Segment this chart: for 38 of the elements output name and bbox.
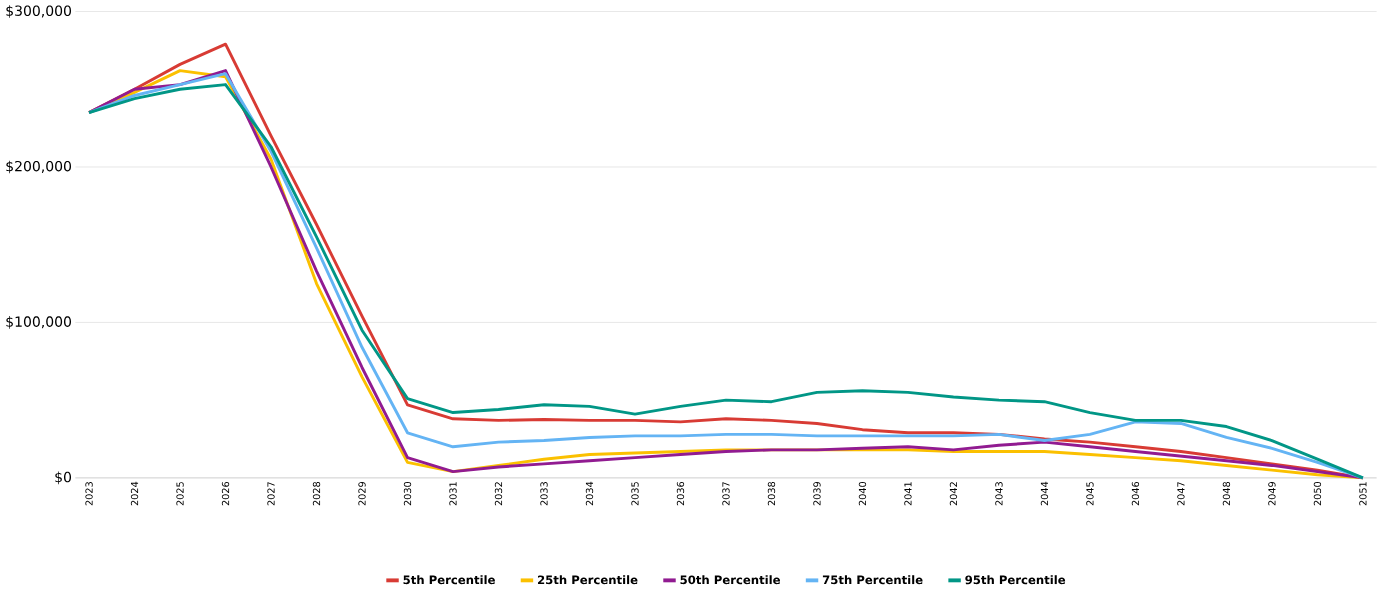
legend-label: 5th Percentile bbox=[403, 575, 495, 585]
legend-label: 75th Percentile bbox=[822, 575, 923, 585]
x-tick-label: 2044 bbox=[1040, 481, 1049, 506]
x-tick-label: 2049 bbox=[1268, 481, 1276, 506]
x-tick-label: 2023 bbox=[85, 481, 93, 506]
x-tick-label: 2046 bbox=[1131, 481, 1140, 506]
x-tick-label: 2050 bbox=[1313, 481, 1322, 506]
x-tick-label: 2035 bbox=[631, 481, 639, 506]
x-tick-label: 2040 bbox=[858, 481, 867, 506]
y-tick-label: $0 bbox=[55, 471, 72, 485]
x-tick-label: 2032 bbox=[494, 482, 503, 506]
legend-label: 25th Percentile bbox=[537, 575, 638, 585]
x-tick-label: 2042 bbox=[949, 482, 958, 506]
x-tick-label: 2041 bbox=[904, 482, 912, 506]
y-tick-label: $300,000 bbox=[6, 5, 72, 18]
x-tick-label: 2048 bbox=[1222, 481, 1231, 506]
x-tick-label: 2026 bbox=[221, 481, 230, 506]
x-tick-label: 2024 bbox=[130, 481, 139, 506]
x-tick-label: 2051 bbox=[1359, 482, 1367, 506]
x-tick-label: 2038 bbox=[767, 481, 776, 506]
x-tick-label: 2030 bbox=[403, 481, 412, 506]
x-tick-label: 2037 bbox=[722, 481, 730, 506]
x-tick-label: 2047 bbox=[1177, 481, 1185, 506]
x-tick-label: 2033 bbox=[540, 481, 548, 506]
x-tick-label: 2043 bbox=[995, 481, 1003, 506]
legend-label: 50th Percentile bbox=[680, 575, 780, 585]
x-tick-label: 2031 bbox=[449, 482, 457, 506]
x-tick-label: 2029 bbox=[358, 481, 366, 506]
x-tick-label: 2036 bbox=[676, 481, 685, 506]
legend-label: 95th Percentile bbox=[965, 575, 1066, 585]
x-tick-label: 2025 bbox=[176, 481, 184, 506]
x-tick-label: 2028 bbox=[312, 481, 321, 506]
y-tick-label: $100,000 bbox=[6, 315, 72, 329]
x-tick-label: 2039 bbox=[813, 481, 821, 506]
x-tick-label: 2045 bbox=[1086, 481, 1094, 506]
x-tick-label: 2027 bbox=[267, 481, 275, 506]
x-tick-label: 2034 bbox=[585, 481, 594, 506]
y-tick-label: $200,000 bbox=[6, 160, 72, 174]
